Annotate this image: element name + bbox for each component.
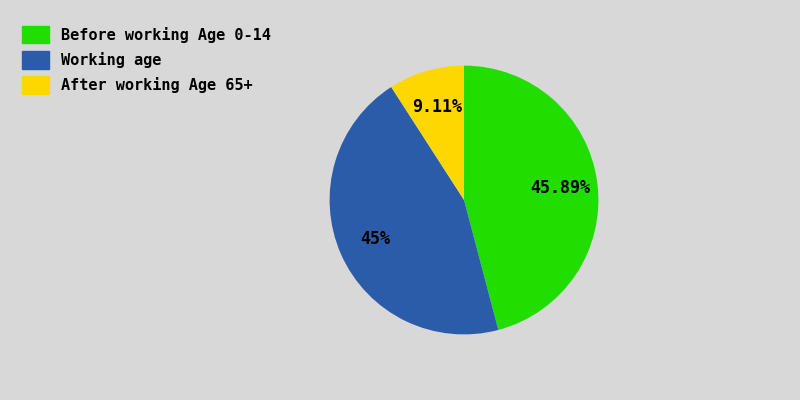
Wedge shape <box>330 87 498 334</box>
Text: 9.11%: 9.11% <box>412 98 462 116</box>
Text: 45.89%: 45.89% <box>530 178 590 196</box>
Wedge shape <box>464 66 598 330</box>
Wedge shape <box>391 66 464 200</box>
Text: 45%: 45% <box>361 230 390 248</box>
Legend: Before working Age 0-14, Working age, After working Age 65+: Before working Age 0-14, Working age, Af… <box>16 20 278 100</box>
